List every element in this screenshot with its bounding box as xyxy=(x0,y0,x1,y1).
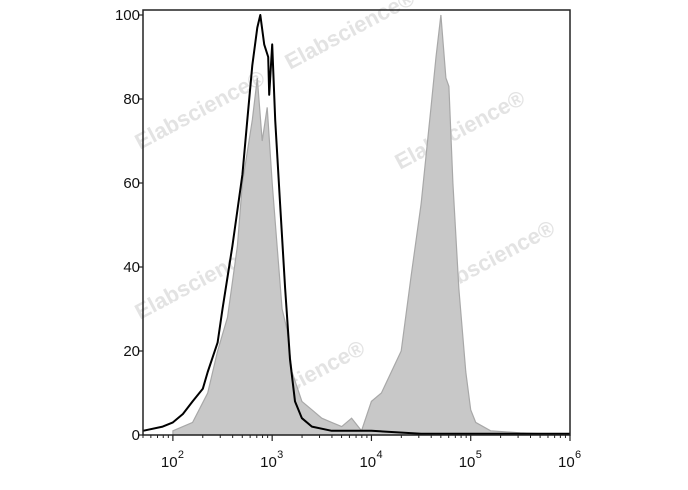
x-tick-label: 10 xyxy=(359,454,376,471)
x-tick-exponent: 4 xyxy=(376,449,382,461)
watermark-text: Elabscience® xyxy=(391,85,529,174)
x-tick-label: 10 xyxy=(260,454,277,471)
series-layer xyxy=(142,14,571,436)
x-tick-exponent: 3 xyxy=(277,449,283,461)
y-tick-label: 20 xyxy=(123,343,140,360)
y-tick-label: 60 xyxy=(123,175,140,192)
y-tick-label: 0 xyxy=(132,427,140,444)
x-tick-exponent: 5 xyxy=(476,449,482,461)
x-tick-label: 10 xyxy=(558,454,575,471)
watermark-text: Elabscience® xyxy=(281,0,419,74)
y-tick-label: 100 xyxy=(115,7,140,24)
watermarks: Elabscience®Elabscience® Elabscience®Elab… xyxy=(131,0,559,424)
x-tick-label: 10 xyxy=(161,454,178,471)
y-tick-label: 80 xyxy=(123,91,140,108)
x-tick-label: 10 xyxy=(459,454,476,471)
y-tick-label: 40 xyxy=(123,259,140,276)
x-tick-exponent: 6 xyxy=(575,449,581,461)
series-line xyxy=(142,14,570,435)
series-filled-area xyxy=(172,14,571,436)
x-tick-exponent: 2 xyxy=(178,449,184,461)
